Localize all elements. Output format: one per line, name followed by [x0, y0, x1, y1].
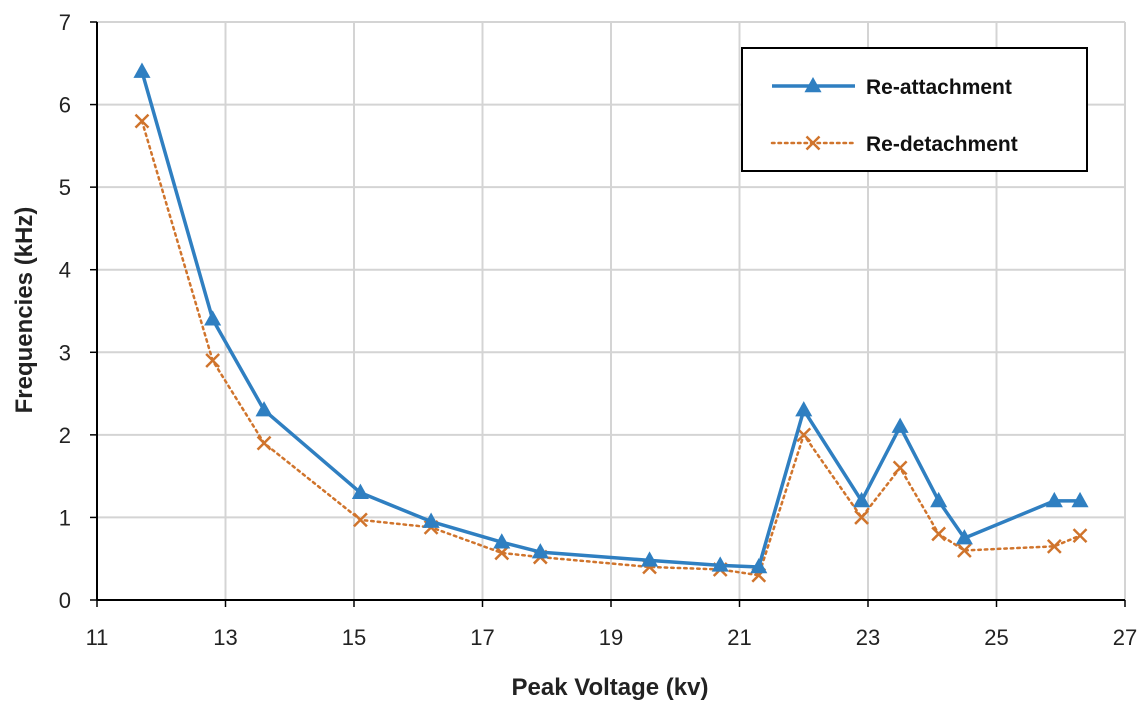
- x-tick-label: 13: [213, 625, 237, 650]
- x-tick-label: 19: [599, 625, 623, 650]
- data-point: [795, 401, 813, 417]
- x-tick-label: 23: [856, 625, 880, 650]
- data-point: [892, 460, 908, 476]
- data-point: [1071, 491, 1089, 508]
- data-point: [255, 401, 273, 417]
- legend-label: Re-detachment: [866, 133, 1018, 156]
- data-point: [1046, 538, 1062, 554]
- y-tick-label: 5: [59, 175, 71, 200]
- y-tick-label: 3: [59, 340, 71, 365]
- data-point: [750, 557, 768, 574]
- data-point: [134, 113, 150, 129]
- x-tick-label: 21: [727, 625, 751, 650]
- data-point: [256, 435, 272, 451]
- y-tick-label: 4: [59, 258, 71, 283]
- data-point: [494, 545, 510, 561]
- data-point: [133, 62, 151, 78]
- data-point: [956, 543, 972, 558]
- data-point: [351, 483, 369, 499]
- data-point: [891, 417, 909, 433]
- data-point: [1045, 491, 1063, 508]
- data-point: [711, 556, 729, 572]
- x-tick-label: 25: [984, 625, 1008, 650]
- x-tick-label: 17: [470, 625, 494, 650]
- legend-marker: [804, 77, 822, 93]
- data-point: [353, 512, 368, 528]
- data-point: [854, 510, 869, 525]
- data-point: [205, 353, 221, 368]
- data-point: [1072, 528, 1088, 543]
- legend-item: Re-attachment: [772, 76, 1012, 99]
- legend-marker: [805, 135, 821, 151]
- y-tick-label: 1: [59, 505, 71, 530]
- legend: Re-attachment Re-detachment: [741, 47, 1088, 172]
- legend-item: Re-detachment: [770, 133, 1018, 156]
- y-tick-label: 0: [59, 588, 71, 613]
- x-tick-label: 15: [342, 625, 366, 650]
- data-point: [853, 491, 871, 508]
- data-point: [493, 533, 511, 549]
- data-point: [641, 551, 659, 567]
- y-tick-label: 2: [59, 423, 71, 448]
- series-re-attachment: [133, 62, 1089, 574]
- data-point: [931, 526, 947, 542]
- legend-label: Re-attachment: [866, 76, 1012, 99]
- x-tick-label: 11: [86, 625, 109, 650]
- data-series: [133, 62, 1089, 583]
- data-point: [422, 512, 440, 528]
- data-point: [531, 543, 549, 559]
- data-point: [955, 529, 973, 545]
- y-tick-label: 7: [59, 10, 71, 35]
- y-tick-label: 6: [59, 93, 71, 118]
- axes: [90, 21, 1126, 607]
- x-tick-label: 27: [1113, 625, 1137, 650]
- y-axis-title: Frequencies (kHz): [11, 207, 38, 414]
- data-point: [204, 310, 222, 326]
- data-point: [930, 491, 948, 508]
- legend-box: [741, 47, 1088, 172]
- gridlines: [97, 21, 1126, 600]
- x-axis-title: Peak Voltage (kv): [512, 674, 709, 701]
